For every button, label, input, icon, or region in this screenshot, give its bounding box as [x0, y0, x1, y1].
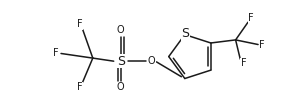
Text: F: F — [241, 58, 246, 68]
Text: F: F — [77, 82, 83, 92]
Text: O: O — [117, 25, 125, 35]
Text: F: F — [53, 48, 58, 58]
Text: F: F — [248, 13, 254, 23]
Text: F: F — [259, 40, 265, 50]
Text: O: O — [117, 82, 125, 92]
Text: S: S — [117, 55, 125, 68]
Text: S: S — [181, 27, 190, 40]
Text: F: F — [77, 19, 83, 29]
Text: O: O — [148, 56, 155, 66]
